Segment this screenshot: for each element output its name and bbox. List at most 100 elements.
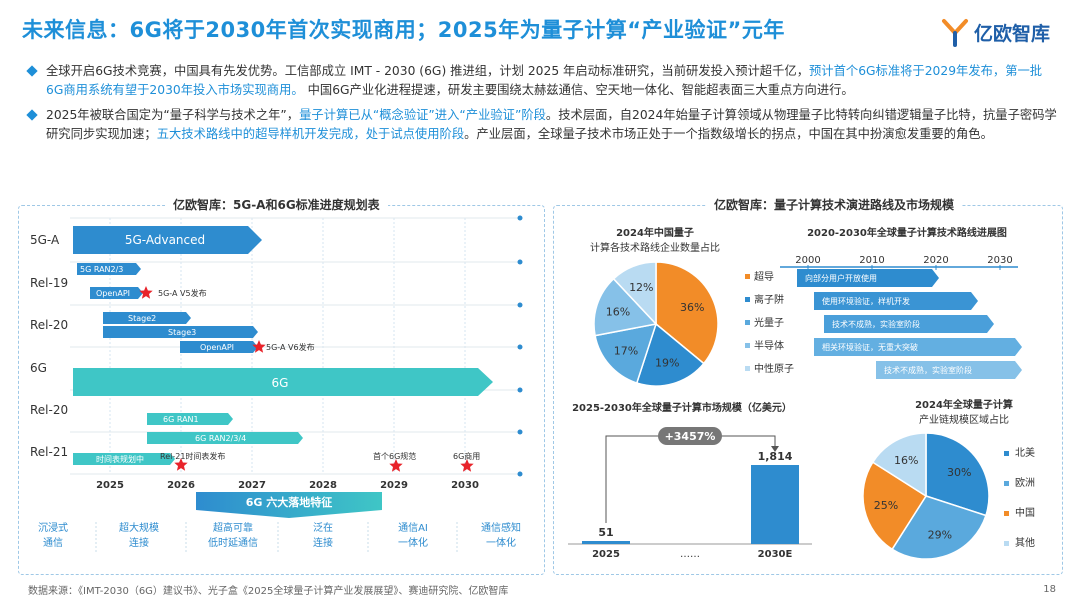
route-label: 半导体 <box>754 339 784 352</box>
body-text: 2025年被联合国定为“量子科学与技术之年”， <box>46 108 300 122</box>
pie-slice <box>594 323 658 384</box>
row-end-dot <box>517 387 523 393</box>
features-title: 6G 六大落地特征 <box>246 495 333 509</box>
legend-swatch <box>1004 451 1009 456</box>
bar-data-label: 51 <box>598 526 613 539</box>
source-footnote: 数据来源：《IMT-2030（6G）建议书》、光子盒《2025全球量子计算产业发… <box>28 586 509 597</box>
milestone-star-icon <box>389 459 403 472</box>
row-end-dot <box>517 344 523 350</box>
bar-label: 6G RAN1 <box>163 415 199 424</box>
logo-text: 亿欧智库 <box>974 22 1051 45</box>
legend-label: 欧洲 <box>1015 477 1035 489</box>
market-bar <box>751 465 799 544</box>
row-end-dot <box>517 259 523 265</box>
row-label: Rel-20 <box>30 318 68 332</box>
route-bar-label: 技术不成熟，实验室阶段 <box>832 319 920 329</box>
bullet-list: 全球开启6G技术竞赛，中国具有先发优势。工信部成立 IMT - 2030 (6G… <box>26 62 1058 150</box>
timeline-bar: OpenAPI <box>90 287 143 299</box>
feature-label: 超大规模 <box>119 521 159 534</box>
legend-swatch <box>1004 541 1009 546</box>
route-label: 超导 <box>754 270 774 283</box>
feature-label: 一体化 <box>398 536 428 549</box>
pie-slice <box>655 261 719 365</box>
page-title: 未来信息：6G将于2030年首次实现商用；2025年为量子计算“产业验证”元年 <box>22 18 785 42</box>
year-label: 2027 <box>238 480 266 491</box>
bar-label: 5G-Advanced <box>125 233 205 247</box>
pie2-subtitle: 产业链规模区域占比 <box>919 413 1009 426</box>
timeline-bar: 6G RAN1 <box>147 413 233 425</box>
page-number: 18 <box>1043 584 1056 595</box>
year-label: 2030 <box>451 480 479 491</box>
route-bar <box>824 315 994 333</box>
row-label: Rel-21 <box>30 445 68 459</box>
milestone-star-icon <box>460 459 474 472</box>
features-banner <box>196 492 382 518</box>
bullet-6g: 全球开启6G技术竞赛，中国具有先发优势。工信部成立 IMT - 2030 (6G… <box>26 62 1058 100</box>
feature-label: 通信AI <box>398 522 428 534</box>
body-text: 。产业层面，全球量子技术市场正处于一个指数级增长的拐点，中国在其中扮演愈发重要的… <box>464 127 993 141</box>
legend-label: 中国 <box>1015 506 1035 519</box>
pie-slice <box>635 322 705 387</box>
legend-swatch <box>1004 481 1009 486</box>
feature-label: 通信感知 <box>481 521 521 534</box>
route-bar-label: 技术不成熟，实验室阶段 <box>884 365 972 375</box>
route-bar <box>814 338 1022 356</box>
roadmap-year: 2020 <box>923 255 948 266</box>
feature-label: 低时延通信 <box>208 536 258 549</box>
market-bar <box>582 541 630 544</box>
year-label: 2028 <box>309 480 337 491</box>
bullet-text: 全球开启6G技术竞赛，中国具有先发优势。工信部成立 IMT - 2030 (6G… <box>46 64 1042 97</box>
growth-connector <box>605 435 776 523</box>
pie1-title: 2024年中国量子 <box>616 226 694 239</box>
bar-x-label: 2025 <box>592 549 620 560</box>
bar-label: 时间表规划中 <box>96 454 144 464</box>
route-label: 离子阱 <box>754 293 784 306</box>
growth-badge <box>658 427 722 445</box>
row-end-dot <box>517 471 523 477</box>
roadmap-year: 2000 <box>795 255 820 266</box>
timeline-bar: 6G RAN2/3/4 <box>147 432 303 444</box>
legend-swatch <box>1004 511 1009 516</box>
pie-data-label: 19% <box>655 356 679 369</box>
timeline-bar: Stage3 <box>103 326 258 338</box>
year-label: 2026 <box>167 480 195 491</box>
bullet-text: 2025年被联合国定为“量子科学与技术之年”，量子计算已从“概念验证”进入“产业… <box>46 108 1057 141</box>
pie-data-label: 36% <box>680 301 704 314</box>
year-label: 2025 <box>96 480 124 491</box>
pie-slice <box>593 277 658 337</box>
timeline-bar: 5G RAN2/3 <box>77 263 141 275</box>
arrow-icon <box>771 446 779 452</box>
legend-swatch <box>745 366 750 371</box>
logo: 亿欧智库 <box>940 14 1050 50</box>
milestone-star-icon <box>174 458 188 471</box>
route-bar-label: 向部分用户开放使用 <box>805 273 877 283</box>
timeline-bar: 时间表规划中 <box>73 453 175 465</box>
bar-x-label: 2030E <box>758 549 793 560</box>
feature-label: 连接 <box>129 536 149 549</box>
pie-slice <box>862 461 928 551</box>
pie-data-label: 17% <box>614 345 638 358</box>
milestone-label: 5G-A V6发布 <box>266 342 315 352</box>
legend-swatch <box>745 320 750 325</box>
row-label: Rel-20 <box>30 403 68 417</box>
legend-swatch <box>745 343 750 348</box>
year-label: 2029 <box>380 480 408 491</box>
feature-label: 泛在 <box>313 522 333 534</box>
body-text: 。技术层面，自2024年始量子计算领域从物理量子比特转向纠错逻辑量子比特，抗量子… <box>46 108 1057 141</box>
route-bar-label: 使用环境验证，样机开发 <box>822 296 910 306</box>
row-label: Rel-19 <box>30 276 68 290</box>
milestone-star-icon <box>139 286 153 299</box>
roadmap-year: 2030 <box>987 255 1012 266</box>
right-panel-title: 亿欧智库：量子计算技术演进路线及市场规模 <box>706 196 963 213</box>
left-panel-title: 亿欧智库：5G-A和6G标准进度规划表 <box>165 196 388 213</box>
pie-data-label: 29% <box>928 529 952 542</box>
highlight-text: 五大技术路线中的超导样机开发完成，处于试点使用阶段 <box>156 127 465 141</box>
highlight-text: 预计首个6G标准将于2029年发布，第一批6G商用系统有望于2030年投入市场实… <box>46 64 1043 97</box>
row-label: 5G-A <box>30 233 60 247</box>
milestone-label: 6G商用 <box>453 451 480 461</box>
feature-label: 连接 <box>313 536 333 549</box>
axis-ellipsis: …… <box>680 549 700 560</box>
feature-label: 超高可靠 <box>213 521 253 534</box>
